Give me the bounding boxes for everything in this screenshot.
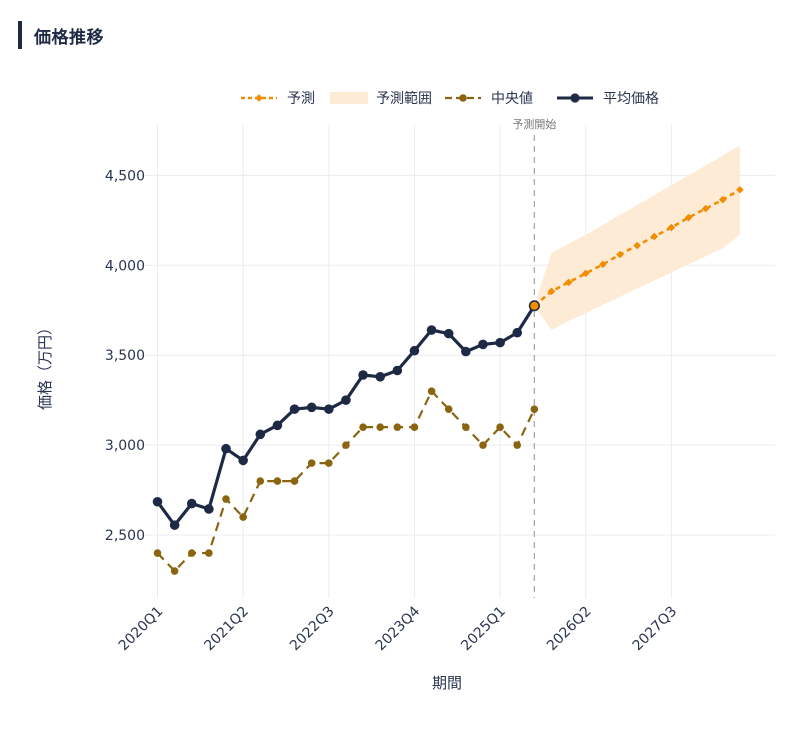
forecast-point [564, 278, 573, 287]
x-tick-label: 2026Q2 [544, 604, 595, 655]
legend-item: 予測 [241, 91, 315, 107]
legend: 予測 予測範囲 中央値 平均価格 [241, 90, 659, 107]
median-point [273, 477, 282, 485]
mean-price-point [409, 345, 420, 356]
page-title: 価格推移 [34, 27, 104, 48]
legend-item: 中央値 [445, 91, 533, 107]
forecast-point [650, 232, 659, 241]
median-point [170, 567, 179, 575]
legend-label: 平均価格 [603, 91, 659, 107]
median-point [222, 495, 230, 503]
legend-label: 予測 [287, 91, 315, 107]
mean-price-point [186, 498, 197, 509]
legend-swatch [330, 92, 368, 104]
median-point [393, 423, 402, 431]
mean-price-point [478, 339, 488, 350]
median-point [513, 441, 522, 449]
median-point [239, 513, 247, 521]
mean-price-point [495, 337, 505, 348]
forecast-point [701, 204, 710, 213]
mean-price-point [221, 443, 231, 454]
legend-item: 平均価格 [557, 91, 659, 107]
legend-label: 中央値 [491, 91, 533, 107]
mean-price-point [512, 327, 523, 338]
mean-price-point [324, 404, 334, 414]
mean-price-point [375, 371, 385, 382]
mean-price-point [392, 365, 403, 376]
y-tick-label: 4,000 [105, 258, 145, 274]
forecast-point [547, 287, 556, 296]
legend-marker [570, 93, 580, 103]
mean-price-point [306, 402, 317, 413]
median-point [376, 423, 384, 431]
y-tick-label: 3,500 [105, 348, 145, 364]
median-point [290, 477, 299, 485]
x-tick-label: 2022Q3 [287, 604, 338, 655]
y-tick-label: 4,500 [105, 168, 145, 184]
x-tick-label: 2020Q1 [116, 604, 167, 655]
y-tick-label: 3,000 [105, 438, 145, 454]
forecast-band-layer [534, 145, 740, 331]
mean-price-point [289, 404, 300, 414]
x-tick-label: 2021Q2 [201, 604, 252, 655]
forecast-point [599, 260, 607, 269]
mean-price-point [272, 420, 283, 431]
median-point [462, 423, 470, 431]
forecast-point [616, 250, 624, 259]
legend-item: 予測範囲 [330, 90, 432, 107]
mean-price-point [169, 520, 180, 530]
mean-price-point [443, 328, 454, 339]
forecast-point [718, 195, 727, 204]
mean-price-line [156, 304, 536, 527]
mean-price-point [358, 370, 368, 380]
forecast-start-marker [528, 300, 540, 312]
legend-marker [255, 94, 263, 102]
x-axis-title: 期間 [432, 674, 462, 692]
median-point [342, 441, 350, 449]
median-point [325, 459, 333, 467]
y-axis-title: 価格（万円） [36, 320, 54, 410]
x-tick-label: 2025Q1 [458, 604, 509, 655]
median-point [359, 423, 367, 431]
forecast-point [581, 269, 590, 278]
median-point [410, 423, 419, 431]
median-point [427, 387, 436, 395]
forecast-point [667, 223, 676, 232]
legend-marker [459, 94, 467, 102]
section-header: 価格推移 [18, 21, 104, 49]
median-point [153, 549, 162, 557]
median-point [479, 441, 487, 449]
forecast-point [633, 241, 641, 250]
mean-price-point [341, 395, 351, 405]
y-tick-label: 2,500 [105, 528, 145, 544]
median-point [496, 423, 504, 431]
mean-price-point [238, 455, 248, 466]
grid-layer [140, 125, 775, 598]
mean-price-point [204, 504, 214, 514]
mean-price-point [461, 346, 471, 357]
median-point [444, 405, 453, 413]
median-point [187, 549, 196, 557]
median-line [156, 389, 536, 573]
median-point [530, 405, 539, 413]
series-layer [152, 185, 744, 575]
legend-label: 予測範囲 [376, 90, 432, 107]
forecast-start-annotation: 予測開始 [512, 117, 556, 131]
median-point [256, 477, 265, 485]
x-tick-label: 2027Q3 [630, 604, 681, 655]
median-point [307, 459, 316, 467]
mean-price-point [426, 325, 437, 335]
mean-price-point [152, 496, 163, 507]
mean-price-point [255, 429, 266, 440]
forecast-band [534, 145, 740, 331]
forecast-point [684, 213, 693, 222]
forecast-point [736, 185, 744, 194]
x-tick-label: 2023Q4 [373, 603, 424, 654]
median-point [205, 549, 213, 557]
